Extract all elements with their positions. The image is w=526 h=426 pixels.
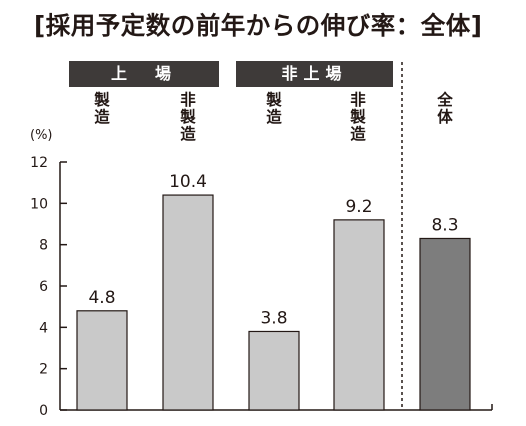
- bar-3: [333, 219, 385, 411]
- bar-value-label-0: 4.8: [88, 288, 115, 308]
- bar-value-label-2: 3.8: [260, 308, 287, 328]
- y-tick-label-6: 12: [30, 155, 48, 171]
- category-label-4: 全体: [437, 91, 453, 126]
- category-label-0: 製造: [94, 91, 110, 126]
- bar-1: [162, 194, 214, 411]
- group-header-unlisted: 非上場: [236, 61, 393, 87]
- bar-value-label-1: 10.4: [169, 172, 207, 192]
- y-tick-label-5: 10: [30, 196, 48, 212]
- bar-4: [419, 237, 471, 411]
- bar-value-label-4: 8.3: [431, 215, 458, 235]
- category-label-3: 非製造: [350, 91, 366, 143]
- y-tick-label-1: 2: [39, 362, 48, 378]
- y-tick-label-3: 6: [39, 279, 48, 295]
- y-axis-unit-label: (%): [30, 128, 53, 143]
- y-tick-label-0: 0: [39, 403, 48, 419]
- y-tick-label-4: 8: [39, 238, 48, 254]
- group-header-listed: 上 場: [69, 61, 219, 87]
- category-label-2: 製造: [266, 91, 282, 126]
- bar-2: [248, 330, 300, 411]
- bar-0: [76, 310, 128, 411]
- bar-value-label-3: 9.2: [345, 197, 372, 217]
- chart-title: [採用予定数の前年からの伸び率：全体]: [34, 11, 483, 40]
- category-label-1: 非製造: [180, 91, 196, 143]
- y-tick-label-2: 4: [39, 320, 48, 336]
